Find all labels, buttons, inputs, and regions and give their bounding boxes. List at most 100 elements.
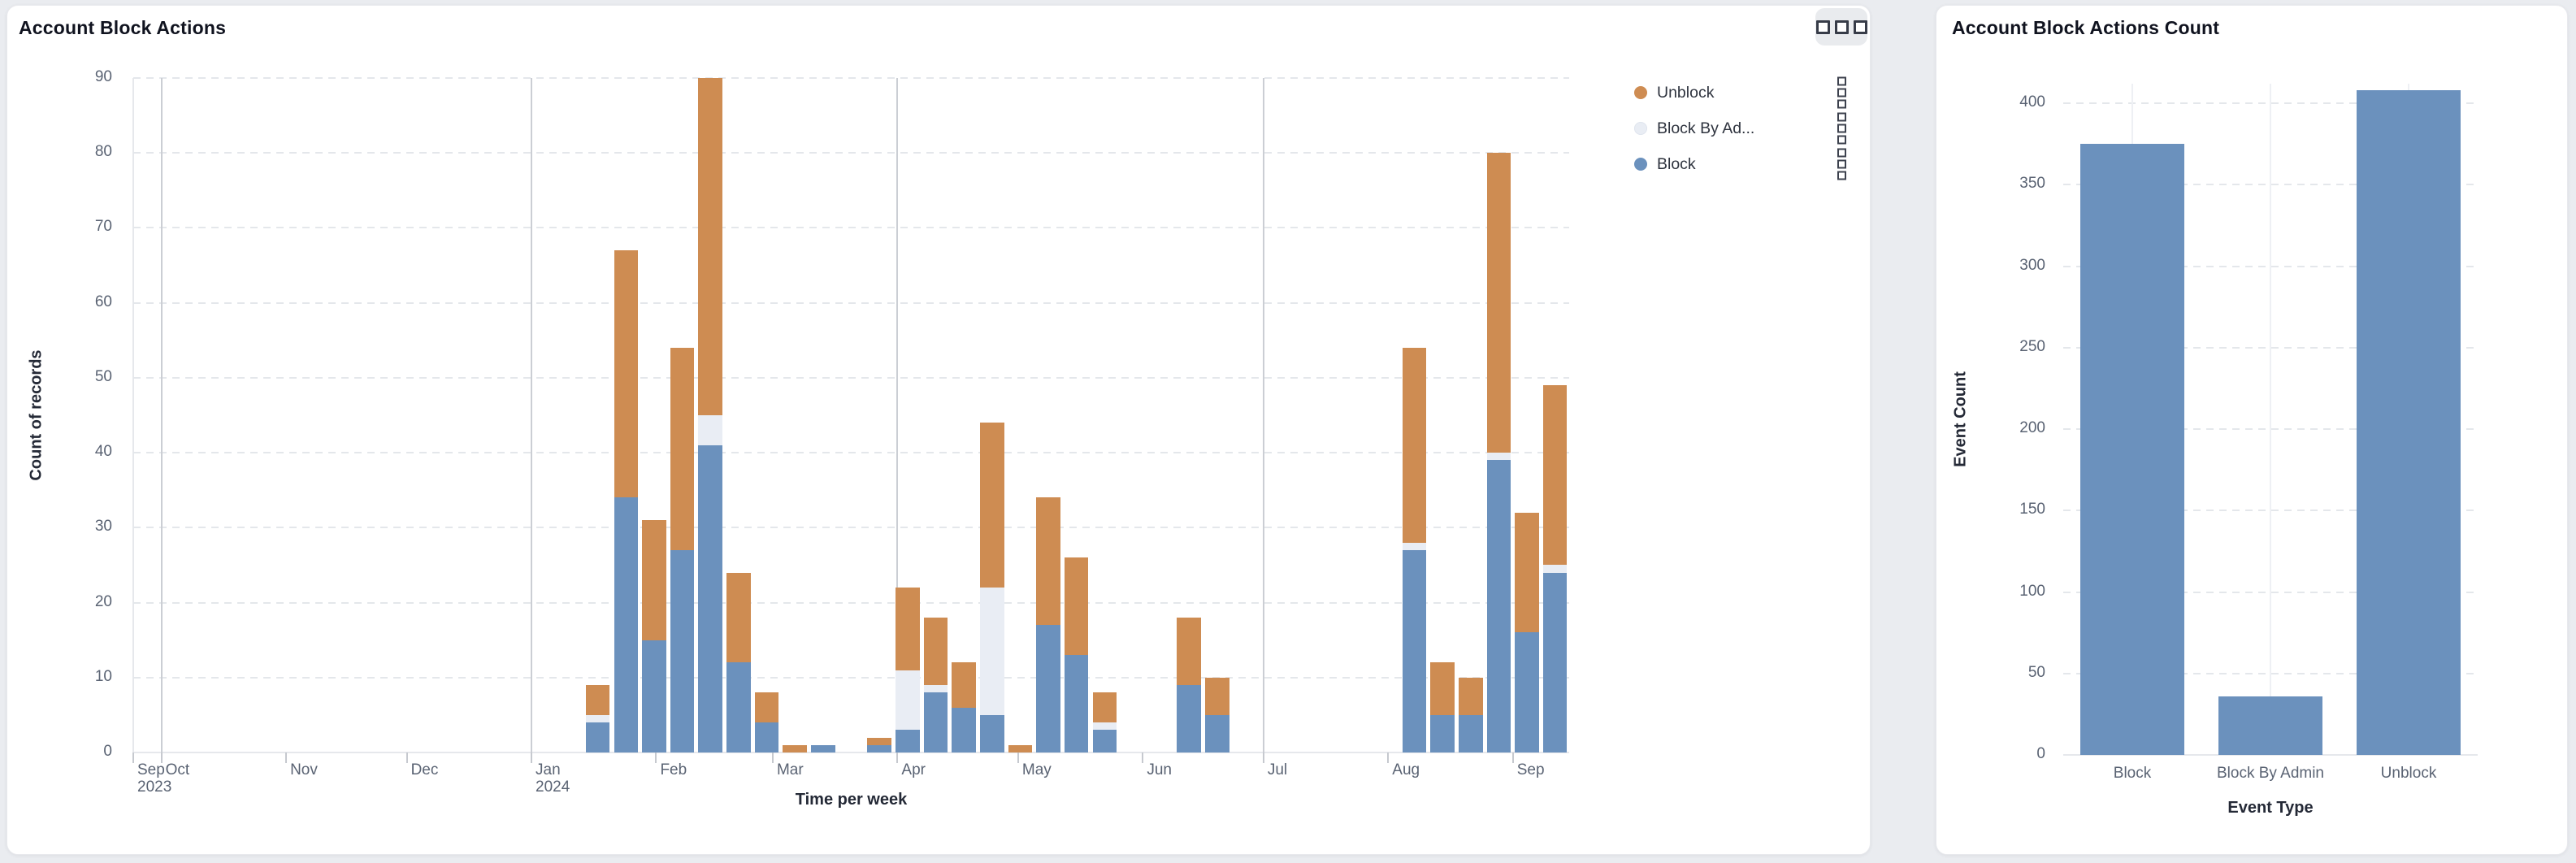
x-tick-mark [896, 752, 899, 763]
week-stacked-bar[interactable] [783, 78, 808, 752]
week-stacked-bar[interactable] [670, 78, 695, 752]
week-stacked-bar[interactable] [585, 78, 610, 752]
y-tick-label: 20 [94, 592, 112, 610]
legend-menu-icon[interactable] [1837, 112, 1846, 145]
y-tick-label: 80 [94, 143, 112, 161]
x-tick-label: Jul [1267, 761, 1288, 778]
bar-segment-unblock [979, 423, 1004, 588]
legend-menu-icon[interactable] [1837, 76, 1846, 109]
bar-segment-block [1064, 655, 1089, 752]
week-stacked-bar[interactable] [698, 78, 723, 752]
x-tick-label: Block By Admin [2217, 765, 2324, 782]
bar-segment-unblock [1486, 153, 1511, 453]
week-stacked-bar[interactable] [867, 78, 891, 752]
y-tick-label: 200 [2019, 419, 2045, 437]
y-tick-label: 40 [94, 443, 112, 461]
week-stacked-bar[interactable] [923, 78, 948, 752]
bar-segment-unblock [1036, 497, 1060, 626]
x-tick-mark [1511, 752, 1514, 763]
bar-segment-block-by-admin [698, 415, 723, 445]
week-stacked-bar[interactable] [811, 78, 835, 752]
bar-segment-block [1402, 550, 1427, 752]
week-stacked-bar[interactable] [642, 78, 666, 752]
bar-segment-unblock [952, 662, 976, 708]
week-stacked-bar[interactable] [1430, 78, 1455, 752]
three-squares-icon [1834, 20, 1849, 34]
category-bar-block-by-admin[interactable] [2218, 696, 2322, 755]
card-menu-button[interactable] [1815, 8, 1867, 46]
left-chart-title: Account Block Actions [19, 17, 227, 38]
week-stacked-bar[interactable] [754, 78, 779, 752]
gridline [133, 77, 1569, 79]
week-stacked-bar[interactable] [979, 78, 1004, 752]
legend-menu-icon[interactable] [1837, 148, 1846, 180]
y-tick-label: 300 [2019, 256, 2045, 274]
week-stacked-bar[interactable] [895, 78, 920, 752]
legend-swatch-icon [1634, 158, 1647, 171]
kebab-square-icon [1837, 76, 1846, 86]
x-tick-mark [285, 752, 288, 763]
bar-segment-block [698, 445, 723, 752]
x-tick-label: Block [2113, 765, 2152, 782]
x-tick-label: Sep [1516, 761, 1545, 778]
bar-segment-unblock [585, 685, 610, 715]
y-tick-label: 150 [2019, 501, 2045, 518]
kebab-square-icon [1837, 99, 1846, 109]
bar-segment-unblock [923, 618, 948, 685]
week-stacked-bar[interactable] [614, 78, 639, 752]
week-stacked-bar[interactable] [1092, 78, 1117, 752]
bar-segment-block-by-admin [1542, 565, 1568, 573]
bar-segment-block [1036, 625, 1060, 752]
quarter-gridline [160, 78, 163, 752]
legend-item[interactable]: Block By Ad... [1634, 112, 1865, 145]
bar-segment-unblock [1177, 618, 1202, 685]
legend-item-label: Unblock [1657, 83, 1715, 102]
week-stacked-bar[interactable] [726, 78, 751, 752]
bar-segment-unblock [783, 744, 808, 752]
gridline [133, 301, 1569, 304]
kebab-square-icon [1837, 88, 1846, 98]
y-axis-line [132, 78, 134, 752]
x-tick-mark [160, 752, 163, 763]
week-stacked-bar[interactable] [952, 78, 976, 752]
legend-item[interactable]: Unblock [1634, 76, 1865, 109]
three-squares-icon [1853, 20, 1867, 34]
week-stacked-bar[interactable] [1064, 78, 1089, 752]
bar-segment-block [585, 722, 610, 752]
bar-segment-block-by-admin [979, 588, 1004, 715]
week-stacked-bar[interactable] [1402, 78, 1427, 752]
legend-swatch-icon [1634, 122, 1647, 135]
x-tick-label: Feb [660, 761, 687, 778]
bar-segment-block [614, 497, 639, 752]
x-tick-mark [1017, 752, 1019, 763]
x-tick-label: Unblock [2380, 765, 2437, 782]
kebab-square-icon [1837, 159, 1846, 169]
bar-segment-unblock [867, 737, 891, 745]
gridline [133, 601, 1569, 604]
three-squares-icon [1815, 20, 1830, 34]
x-tick-label: Apr [901, 761, 926, 778]
week-stacked-bar[interactable] [1177, 78, 1202, 752]
bar-segment-block [726, 662, 751, 752]
week-stacked-bar[interactable] [1036, 78, 1060, 752]
x-axis-line [133, 752, 1569, 753]
week-stacked-bar[interactable] [1542, 78, 1568, 752]
gridline [133, 676, 1569, 679]
week-stacked-bar[interactable] [1008, 78, 1033, 752]
week-stacked-bar[interactable] [1458, 78, 1483, 752]
legend-item-label: Block [1657, 154, 1696, 173]
category-bar-block[interactable] [2080, 144, 2184, 755]
bar-segment-block [670, 550, 695, 752]
week-stacked-bar[interactable] [1205, 78, 1229, 752]
category-gridline [2270, 84, 2271, 755]
x-tick-mark [1142, 752, 1144, 763]
gridline [133, 527, 1569, 529]
week-stacked-bar[interactable] [1486, 78, 1511, 752]
y-tick-label: 400 [2019, 93, 2045, 111]
bar-segment-unblock [1092, 692, 1117, 723]
category-bar-unblock[interactable] [2357, 90, 2461, 755]
x-axis-title: Time per week [795, 791, 908, 809]
legend-item[interactable]: Block [1634, 148, 1865, 180]
week-stacked-bar[interactable] [1515, 78, 1539, 752]
x-tick-label: Nov [290, 761, 318, 778]
